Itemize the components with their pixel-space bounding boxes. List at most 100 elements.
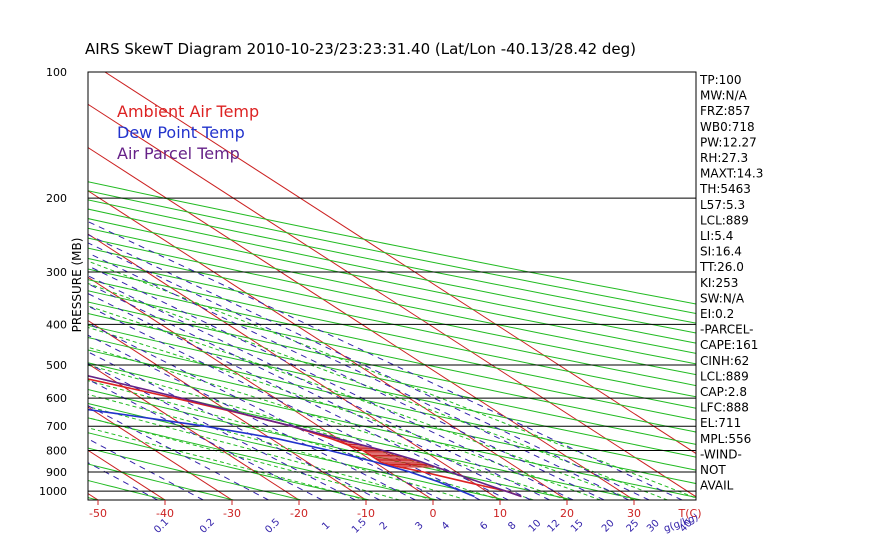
index-entry: LCL:889: [700, 213, 749, 227]
bottom-temp-tick-label: -20: [290, 507, 308, 520]
mixing-ratio-label: 30: [645, 518, 662, 535]
index-entry: LFC:888: [700, 401, 749, 415]
bottom-temp-tick-label: 0: [430, 507, 437, 520]
index-entry: CAPE:161: [700, 338, 758, 352]
mixing-ratio-label: 2: [378, 520, 390, 532]
mixing-ratio-label: 4: [440, 520, 452, 532]
moist-adiabat-line: [88, 305, 635, 500]
index-entry: -WIND-: [700, 447, 742, 461]
index-entry: CINH:62: [700, 354, 749, 368]
dry-adiabat-line: [88, 199, 696, 324]
pressure-tick-label: 700: [46, 420, 67, 433]
mixing-ratio-label: 15: [569, 518, 586, 535]
legend-entry: Dew Point Temp: [117, 123, 245, 142]
plot-area: [0, 72, 696, 502]
mixing-ratio-line: [88, 351, 380, 500]
bottom-temp-tick-label: -50: [89, 507, 107, 520]
pressure-tick-label: 300: [46, 266, 67, 279]
moist-adiabat-line: [88, 406, 434, 500]
dry-adiabat-line: [88, 181, 696, 305]
index-entry: TH:5463: [699, 182, 751, 196]
mixing-ratio-label: 1: [320, 520, 332, 532]
index-entry: PW:12.27: [700, 135, 757, 149]
mixing-ratio-line: [88, 405, 269, 500]
isotherm-line: [88, 363, 300, 500]
chart-title: AIRS SkewT Diagram 2010-10-23/23:23:31.4…: [85, 40, 636, 58]
mixing-ratio-line: [88, 283, 532, 500]
mixing-ratio-label: 6: [478, 520, 490, 532]
mixing-ratio-label: 8: [506, 520, 518, 532]
dry-adiabat-line: [88, 227, 696, 354]
index-entry: MW:N/A: [700, 89, 748, 103]
dry-adiabat-line: [88, 324, 696, 458]
pressure-tick-label: 200: [46, 192, 67, 205]
legend-entry: Air Parcel Temp: [117, 144, 240, 163]
dry-adiabat-line: [88, 301, 696, 433]
isotherm-line: [88, 103, 696, 498]
index-entry: NOT: [700, 463, 726, 477]
mixing-ratio-label: 10: [527, 518, 544, 535]
legend: Ambient Air Temp Dew Point Temp Air Parcel…: [117, 102, 259, 163]
series-line-ambient-air-temp: [88, 378, 522, 498]
mixing-ratio-label: 25: [625, 518, 642, 535]
dry-adiabat-line: [88, 218, 696, 344]
index-entry: SI:16.4: [700, 245, 742, 259]
series-line-dew-point-temp: [88, 408, 475, 498]
bottom-temp-tick-label: 30: [627, 507, 641, 520]
moist-adiabat-line: [88, 346, 568, 500]
dry-adiabat-line: [88, 279, 696, 409]
isotherm-line: [88, 276, 434, 500]
index-entry: EI:0.2: [700, 307, 734, 321]
isotherm-line: [88, 406, 233, 500]
dry-adiabat-line: [88, 312, 696, 445]
pressure-tick-label: 500: [46, 359, 67, 372]
index-entry: LCL:889: [700, 369, 749, 383]
isotherm-line: [88, 319, 367, 500]
pressure-tick-label: 800: [46, 445, 67, 458]
isotherm-line: [104, 72, 696, 455]
pressure-tick-label: 400: [46, 318, 67, 331]
mixing-ratio-line: [88, 242, 629, 500]
isotherm-line: [0, 72, 34, 502]
mixing-ratio-label: 0.5: [263, 517, 282, 536]
bottom-temp-tick-label: -10: [357, 507, 375, 520]
dry-adiabat-line: [88, 290, 696, 421]
index-entry: KI:253: [700, 276, 738, 290]
mixing-ratio-label: 20: [600, 518, 617, 535]
mixing-ratio-line: [88, 378, 323, 500]
index-entry: -PARCEL-: [700, 323, 754, 337]
index-entry: TP:100: [699, 73, 742, 87]
index-entry: EL:711: [700, 416, 741, 430]
index-entry: SW:N/A: [700, 291, 745, 305]
bottom-temp-tick-label: 20: [560, 507, 574, 520]
index-entry: LI:5.4: [700, 229, 733, 243]
index-entry: RH:27.3: [700, 151, 748, 165]
index-entry: L57:5.3: [700, 198, 745, 212]
dry-adiabat-line: [88, 497, 100, 500]
dry-adiabat-line: [88, 237, 696, 365]
mixing-ratio-line: [88, 334, 416, 500]
mixing-ratio-label: 0.2: [198, 517, 217, 536]
mixing-ratio-label: 3: [413, 520, 425, 532]
index-entry: MAXT:14.3: [700, 167, 763, 181]
bottom-temp-tick-label: 10: [493, 507, 507, 520]
index-entry: WB0:718: [700, 120, 755, 134]
pressure-tick-label: 900: [46, 466, 67, 479]
mixing-ratio-label: 12: [546, 518, 563, 535]
plot-frame: [87, 71, 697, 501]
isotherm-line: [88, 190, 568, 500]
mixing-ratio-line: [88, 275, 550, 500]
index-entry: CAP:2.8: [700, 385, 747, 399]
y-axis-label: PRESSURE (MB): [70, 238, 84, 333]
mixing-ratio-line: [88, 221, 683, 500]
index-entry: MPL:556: [700, 432, 751, 446]
moist-adiabat-line: [88, 364, 534, 500]
index-entry: FRZ:857: [700, 104, 750, 118]
dry-adiabat-line: [88, 190, 696, 314]
isotherm-line: [88, 492, 99, 500]
moist-adiabat-line: [88, 326, 601, 500]
pressure-tick-label: 100: [46, 66, 67, 79]
